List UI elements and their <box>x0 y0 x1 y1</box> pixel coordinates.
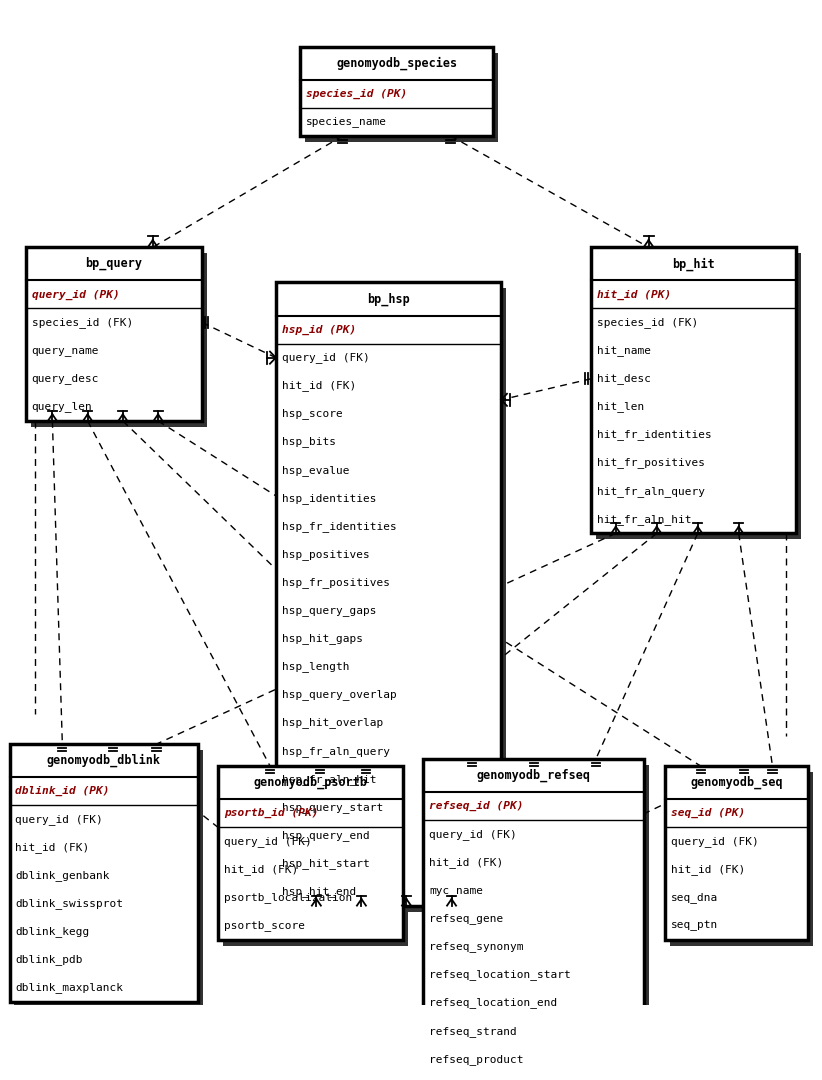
Text: hit_len: hit_len <box>597 402 644 413</box>
Text: hsp_identities: hsp_identities <box>282 492 376 503</box>
Text: bp_hit: bp_hit <box>672 257 715 270</box>
Text: hit_name: hit_name <box>597 346 651 356</box>
Text: refseq_strand: refseq_strand <box>429 1026 517 1037</box>
Text: hsp_query_start: hsp_query_start <box>282 801 383 813</box>
Bar <box>596 254 801 539</box>
Bar <box>423 759 644 1080</box>
Text: hsp_positives: hsp_positives <box>282 549 369 559</box>
Text: refseq_location_end: refseq_location_end <box>429 998 557 1009</box>
Text: species_id (FK): species_id (FK) <box>32 318 133 328</box>
Text: hit_fr_aln_hit: hit_fr_aln_hit <box>597 514 691 525</box>
Bar <box>665 766 808 940</box>
Text: myc_name: myc_name <box>429 886 483 895</box>
Text: genomyodb_species: genomyodb_species <box>336 56 457 70</box>
Text: dblink_id (PK): dblink_id (PK) <box>16 786 110 796</box>
Text: genomyodb_refseq: genomyodb_refseq <box>477 769 591 782</box>
Text: bp_query: bp_query <box>85 257 142 270</box>
Text: hit_id (FK): hit_id (FK) <box>282 380 356 391</box>
Text: seq_id (PK): seq_id (PK) <box>671 808 745 819</box>
Text: hsp_fr_identities: hsp_fr_identities <box>282 521 396 531</box>
Text: hit_id (FK): hit_id (FK) <box>224 864 298 875</box>
Bar <box>219 766 403 940</box>
Text: hsp_fr_positives: hsp_fr_positives <box>282 577 390 588</box>
Text: hit_desc: hit_desc <box>597 374 651 384</box>
Text: seq_dna: seq_dna <box>671 892 718 903</box>
Text: dblink_genbank: dblink_genbank <box>16 870 110 881</box>
Text: refseq_product: refseq_product <box>429 1054 524 1065</box>
Text: hsp_fr_aln_query: hsp_fr_aln_query <box>282 745 390 756</box>
Text: bp_hsp: bp_hsp <box>367 293 410 306</box>
Text: query_id (PK): query_id (PK) <box>32 289 119 299</box>
Text: psortb_localization: psortb_localization <box>224 892 353 903</box>
Text: refseq_synonym: refseq_synonym <box>429 942 524 953</box>
Bar <box>10 744 198 1002</box>
Text: hit_id (FK): hit_id (FK) <box>671 864 745 875</box>
Text: query_id (FK): query_id (FK) <box>224 836 312 847</box>
Text: hit_fr_aln_query: hit_fr_aln_query <box>597 486 705 497</box>
Text: query_len: query_len <box>32 402 92 413</box>
Text: hsp_bits: hsp_bits <box>282 436 335 447</box>
Text: refseq_location_start: refseq_location_start <box>429 970 570 981</box>
Text: query_id (FK): query_id (FK) <box>282 352 369 363</box>
Text: hsp_hit_gaps: hsp_hit_gaps <box>282 633 363 644</box>
Text: species_id (PK): species_id (PK) <box>306 89 408 99</box>
Bar <box>31 254 207 427</box>
Text: hit_id (FK): hit_id (FK) <box>16 842 90 853</box>
Text: query_name: query_name <box>32 346 99 355</box>
Text: hsp_hit_end: hsp_hit_end <box>282 886 356 897</box>
Text: hsp_score: hsp_score <box>282 408 342 419</box>
Bar <box>26 247 202 421</box>
Text: hsp_query_overlap: hsp_query_overlap <box>282 689 396 700</box>
Text: hsp_query_end: hsp_query_end <box>282 829 369 841</box>
Text: species_name: species_name <box>306 117 387 127</box>
Text: refseq_id (PK): refseq_id (PK) <box>429 801 524 811</box>
Bar <box>591 247 796 534</box>
Text: query_id (FK): query_id (FK) <box>16 814 103 825</box>
Text: refseq_gene: refseq_gene <box>429 914 503 924</box>
Bar <box>300 46 493 136</box>
Text: hit_fr_identities: hit_fr_identities <box>597 430 712 441</box>
Bar <box>305 53 498 141</box>
Text: psortb_score: psortb_score <box>224 920 305 931</box>
Bar <box>15 750 203 1008</box>
Text: query_desc: query_desc <box>32 374 99 384</box>
Text: hsp_length: hsp_length <box>282 661 349 672</box>
Bar <box>224 772 408 946</box>
Text: genomyodb_seq: genomyodb_seq <box>690 777 783 789</box>
Bar <box>281 288 506 912</box>
Text: hit_id (PK): hit_id (PK) <box>597 289 672 299</box>
Text: query_id (FK): query_id (FK) <box>671 836 759 847</box>
Text: hsp_hit_overlap: hsp_hit_overlap <box>282 717 383 728</box>
Text: hit_id (FK): hit_id (FK) <box>429 858 503 868</box>
Bar <box>670 772 813 946</box>
Text: genomyodb_psortb: genomyodb_psortb <box>254 777 367 789</box>
Text: hsp_fr_aln_hit: hsp_fr_aln_hit <box>282 773 376 784</box>
Text: dblink_swissprot: dblink_swissprot <box>16 899 123 909</box>
Text: hsp_hit_start: hsp_hit_start <box>282 858 369 869</box>
Text: hit_fr_positives: hit_fr_positives <box>597 458 705 469</box>
Text: query_id (FK): query_id (FK) <box>429 829 517 840</box>
Bar <box>428 765 649 1080</box>
Text: genomyodb_dblink: genomyodb_dblink <box>47 754 161 767</box>
Text: hsp_id (PK): hsp_id (PK) <box>282 324 356 335</box>
Text: species_id (FK): species_id (FK) <box>597 318 698 328</box>
Text: seq_ptn: seq_ptn <box>671 920 718 931</box>
Text: dblink_pdb: dblink_pdb <box>16 955 83 966</box>
Bar <box>276 282 501 906</box>
Text: dblink_maxplanck: dblink_maxplanck <box>16 983 123 994</box>
Text: dblink_kegg: dblink_kegg <box>16 927 90 937</box>
Text: hsp_evalue: hsp_evalue <box>282 464 349 475</box>
Text: hsp_query_gaps: hsp_query_gaps <box>282 605 376 616</box>
Text: psortb_id (PK): psortb_id (PK) <box>224 808 319 819</box>
